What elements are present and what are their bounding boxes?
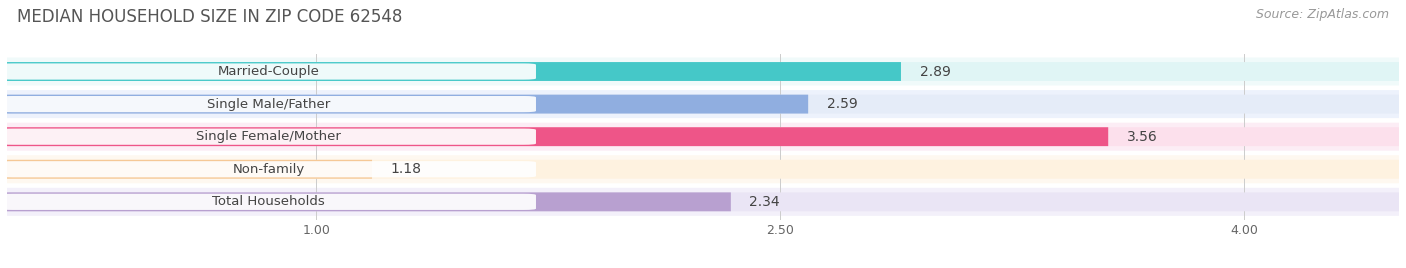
FancyBboxPatch shape	[7, 160, 373, 179]
FancyBboxPatch shape	[7, 95, 808, 114]
FancyBboxPatch shape	[1, 161, 536, 177]
FancyBboxPatch shape	[7, 188, 1399, 216]
FancyBboxPatch shape	[7, 90, 1399, 118]
FancyBboxPatch shape	[7, 155, 1399, 183]
FancyBboxPatch shape	[7, 58, 1399, 85]
FancyBboxPatch shape	[1, 96, 536, 112]
Text: Single Female/Mother: Single Female/Mother	[195, 130, 340, 143]
FancyBboxPatch shape	[7, 62, 1399, 81]
Text: 2.34: 2.34	[749, 195, 780, 209]
Text: Non-family: Non-family	[232, 163, 305, 176]
Text: MEDIAN HOUSEHOLD SIZE IN ZIP CODE 62548: MEDIAN HOUSEHOLD SIZE IN ZIP CODE 62548	[17, 8, 402, 26]
FancyBboxPatch shape	[1, 194, 536, 210]
FancyBboxPatch shape	[7, 123, 1399, 151]
FancyBboxPatch shape	[7, 192, 1399, 211]
FancyBboxPatch shape	[7, 192, 731, 211]
FancyBboxPatch shape	[1, 129, 536, 145]
Text: 1.18: 1.18	[391, 162, 422, 176]
Text: Total Households: Total Households	[212, 195, 325, 208]
Text: Single Male/Father: Single Male/Father	[207, 98, 330, 111]
Text: 3.56: 3.56	[1126, 130, 1157, 144]
Text: Source: ZipAtlas.com: Source: ZipAtlas.com	[1256, 8, 1389, 21]
FancyBboxPatch shape	[7, 95, 1399, 114]
FancyBboxPatch shape	[1, 64, 536, 80]
FancyBboxPatch shape	[7, 160, 1399, 179]
FancyBboxPatch shape	[7, 127, 1108, 146]
Text: 2.89: 2.89	[920, 65, 950, 79]
FancyBboxPatch shape	[7, 127, 1399, 146]
FancyBboxPatch shape	[7, 62, 901, 81]
Text: Married-Couple: Married-Couple	[218, 65, 319, 78]
Text: 2.59: 2.59	[827, 97, 858, 111]
